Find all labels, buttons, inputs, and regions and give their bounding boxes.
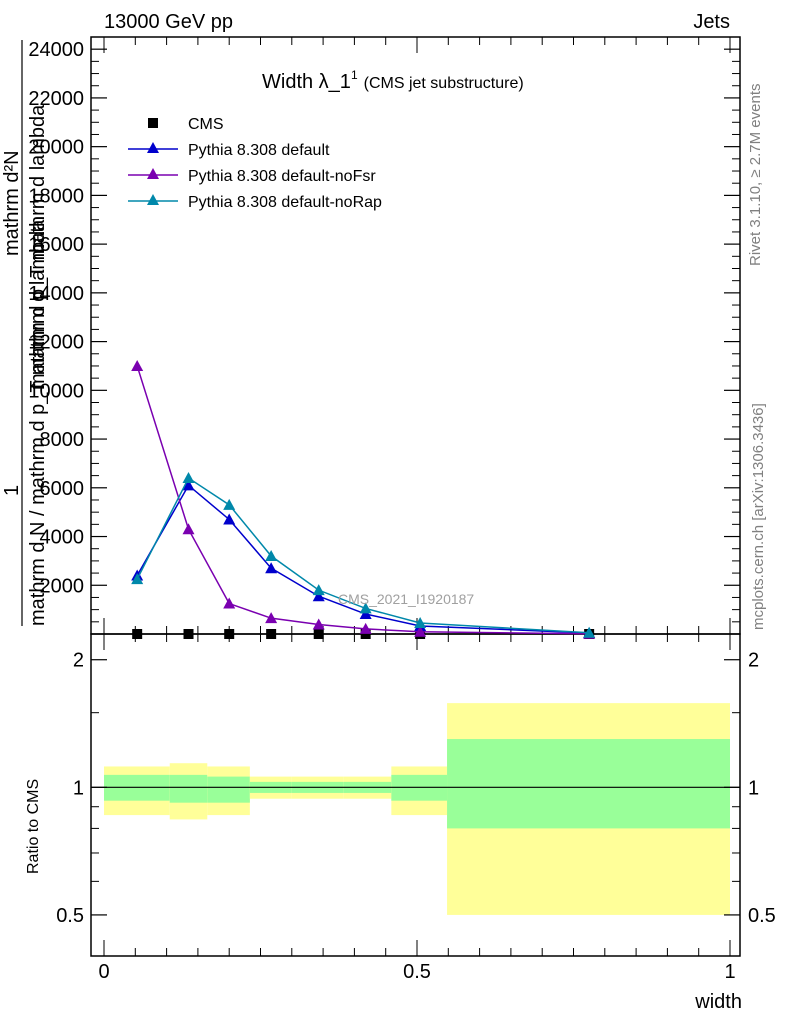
y-tick-label: 10000 <box>28 380 84 402</box>
series-marker-2 <box>312 618 325 630</box>
y-tick-label: 22000 <box>28 88 84 110</box>
ratio-axis-title: Ratio to CMS <box>25 779 42 874</box>
y-tick-label: 12000 <box>28 332 84 354</box>
ratio-tick-label-left: 2 <box>73 650 84 672</box>
analysis-watermark: CMS_2021_I1920187 <box>338 591 474 607</box>
cms-point <box>313 629 324 639</box>
ratio-band-inner-2 <box>207 776 250 803</box>
series-marker-1 <box>223 513 236 525</box>
series-line-3 <box>136 476 590 634</box>
y-axis-title-line3: mathrm d²N <box>1 150 23 256</box>
series-marker-3 <box>223 498 236 510</box>
legend-marker-noFsr <box>147 168 159 179</box>
cms-point <box>132 629 143 639</box>
series-marker-3 <box>265 550 278 562</box>
y-axis-title-line1: 1 <box>1 485 23 496</box>
header-right-label: Jets <box>693 11 730 33</box>
series-marker-3 <box>583 626 596 638</box>
x-axis-title: width <box>694 991 742 1013</box>
rivet-label: Rivet 3.1.10, ≥ 2.7M events <box>747 84 764 267</box>
legend-label-default: Pythia 8.308 default <box>188 142 330 159</box>
cms-point <box>266 629 277 639</box>
y-tick-label: 14000 <box>28 283 84 305</box>
series-marker-2 <box>359 622 372 634</box>
y-tick-label: 8000 <box>40 429 85 451</box>
plot-title-main: Width λ_1 <box>262 71 351 93</box>
header-left-label: 13000 GeV pp <box>104 11 233 33</box>
series-marker-3 <box>131 573 144 585</box>
y-tick-label: 6000 <box>40 478 85 500</box>
series-marker-3 <box>312 584 325 596</box>
x-tick-label: 0.5 <box>403 961 431 983</box>
series-group <box>131 359 596 639</box>
cms-point <box>224 629 235 639</box>
ratio-band-inner-7 <box>447 739 730 829</box>
y-axis-title-line4: mathrm d p_T mathrm d lambda <box>27 104 49 390</box>
ratio-bands <box>104 703 730 915</box>
ratio-tick-label-left: 1 <box>73 777 84 799</box>
ratio-tick-label-right: 0.5 <box>748 905 776 927</box>
series-marker-2 <box>182 523 195 535</box>
ratio-tick-label-left: 0.5 <box>56 905 84 927</box>
plot-title-sup: 1 <box>351 68 358 82</box>
series-marker-2 <box>414 625 427 637</box>
series-marker-2 <box>223 597 236 609</box>
x-tick-label: 0 <box>98 961 109 983</box>
series-line-2 <box>136 365 590 635</box>
series-marker-1 <box>265 562 278 574</box>
legend-label-noFsr: Pythia 8.308 default-noFsr <box>188 168 376 185</box>
plot-title: Width λ_11 (CMS jet substructure) <box>262 68 524 93</box>
axis-ticks: 2000 4000 6000 8000 10000 12000 14000 16000 1800… <box>28 37 776 983</box>
series-line-1 <box>136 484 590 634</box>
y-tick-label: 2000 <box>40 575 85 597</box>
y-tick-label: 20000 <box>28 137 84 159</box>
mcplots-label: mcplots.cern.ch [arXiv:1306.3436] <box>750 403 767 630</box>
legend-marker-cms <box>148 118 158 128</box>
y-axis-title: 1 mathrm d N / mathrm d p_T mathrm d lam… <box>1 40 49 626</box>
legend-marker-noRap <box>147 194 159 205</box>
series-marker-2 <box>265 612 278 624</box>
series-marker-3 <box>414 617 427 629</box>
ratio-tick-label-right: 1 <box>748 777 759 799</box>
cms-point <box>183 629 194 639</box>
x-tick-label: 1 <box>724 961 735 983</box>
series-marker-1 <box>312 590 325 602</box>
y-tick-label: 16000 <box>28 234 84 256</box>
legend-label-cms: CMS <box>188 116 224 133</box>
ratio-tick-label-right: 2 <box>748 650 759 672</box>
y-tick-label: 24000 <box>28 39 84 61</box>
ratio-band-inner-1 <box>169 774 208 803</box>
y-tick-label: 4000 <box>40 527 85 549</box>
series-marker-1 <box>359 608 372 620</box>
series-marker-1 <box>182 479 195 491</box>
y-axis-title-line2: mathrm d N / mathrm d p_T mathrm d lambd… <box>27 219 49 626</box>
series-marker-2 <box>131 359 144 371</box>
legend-label-noRap: Pythia 8.308 default-noRap <box>188 194 382 211</box>
series-marker-3 <box>359 602 372 614</box>
series-marker-3 <box>182 472 195 484</box>
y-tick-label: 18000 <box>28 185 84 207</box>
legend: CMS Pythia 8.308 default Pythia 8.308 de… <box>128 116 382 211</box>
legend-marker-default <box>147 142 159 153</box>
cms-point <box>360 629 371 639</box>
plot-title-suffix: (CMS jet substructure) <box>364 75 524 92</box>
